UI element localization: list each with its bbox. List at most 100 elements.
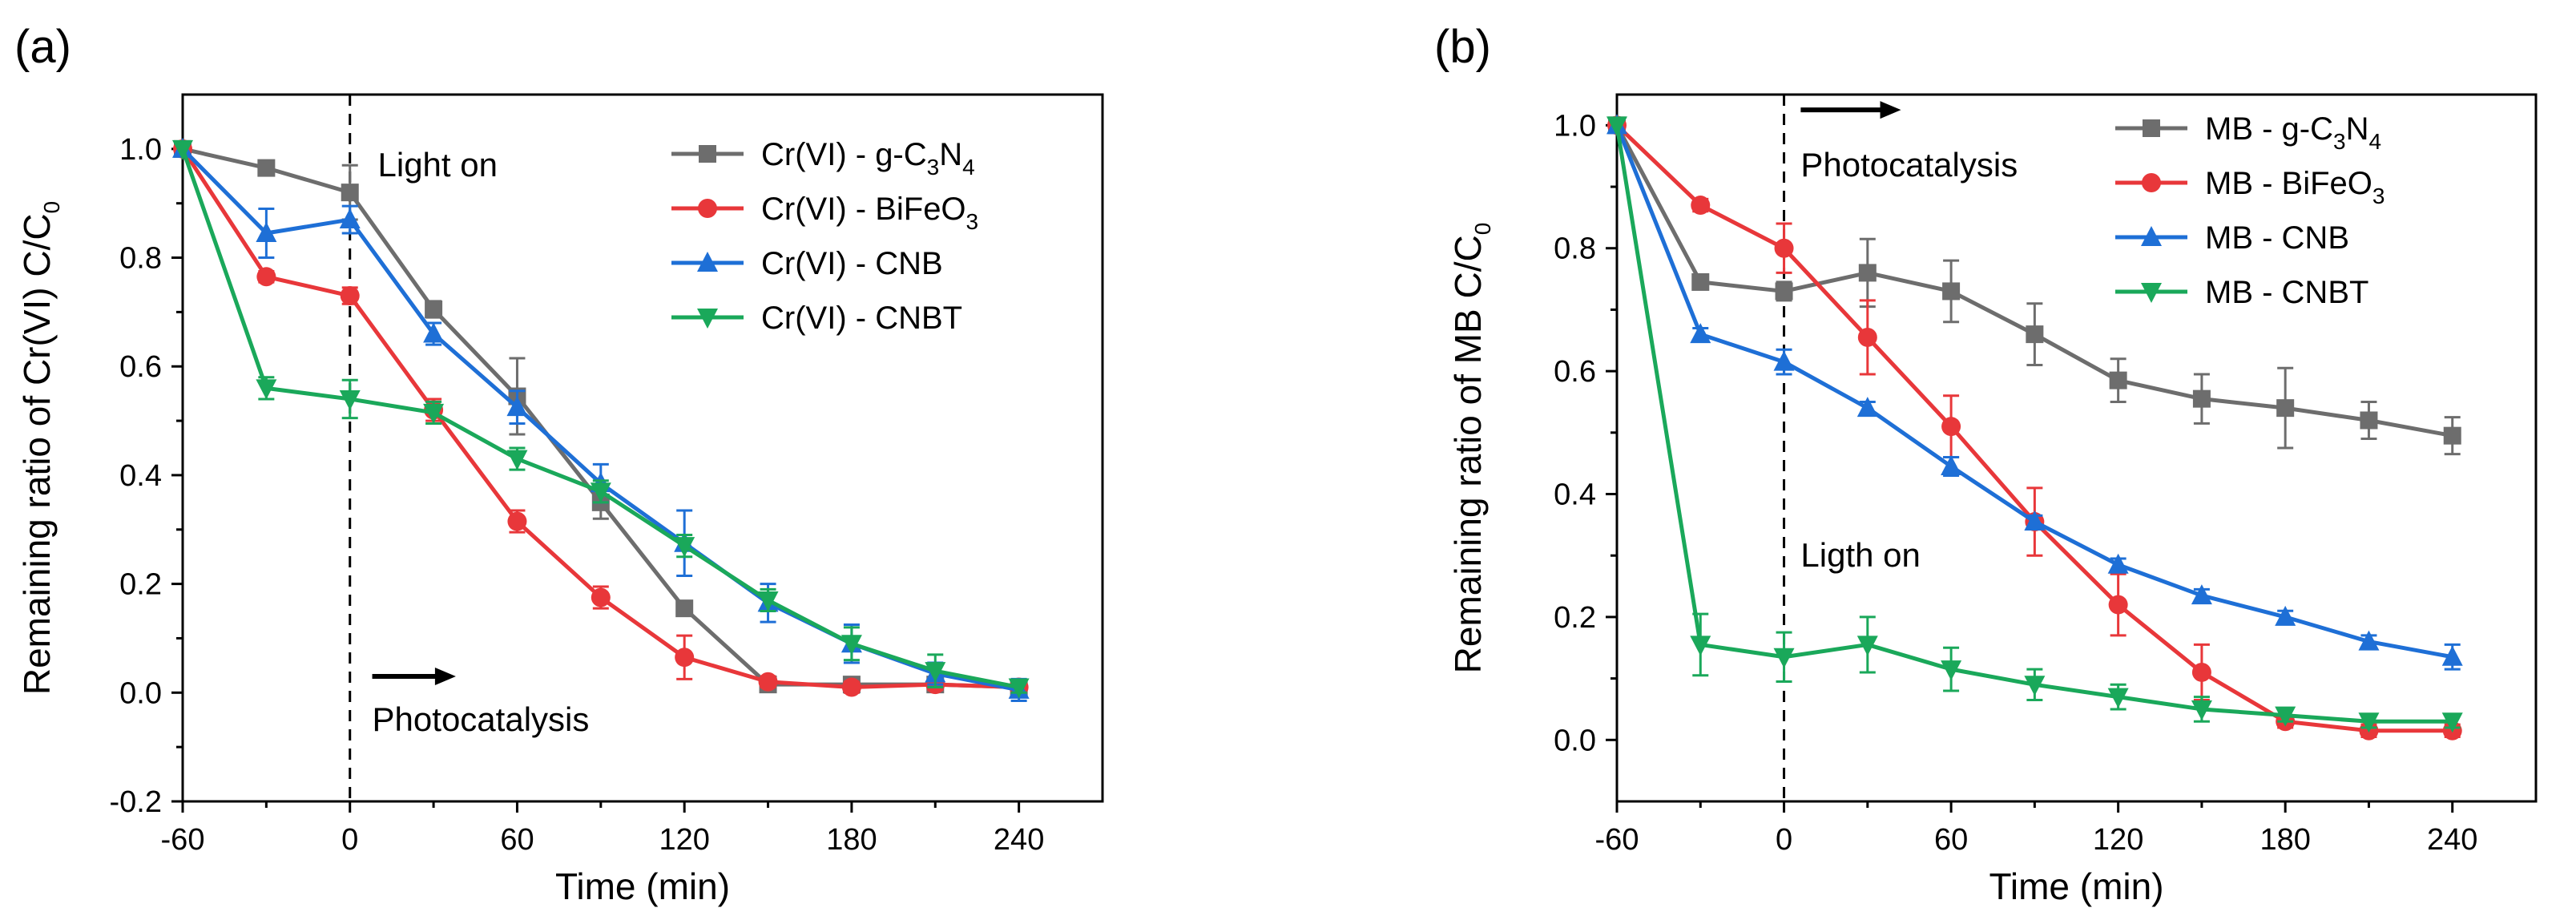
annotation-text: Photocatalysis bbox=[1800, 146, 2018, 184]
data-point bbox=[758, 672, 778, 692]
legend-subscript: 3 bbox=[927, 155, 940, 180]
data-point bbox=[1773, 350, 1795, 371]
data-point bbox=[1606, 116, 1627, 137]
data-point bbox=[2275, 605, 2296, 626]
data-point bbox=[2191, 584, 2212, 605]
plot-frame bbox=[181, 93, 1104, 803]
y-tick-label: 0.6 bbox=[1554, 355, 1596, 389]
data-point bbox=[2358, 630, 2380, 651]
legend-name: MB - CNBT bbox=[2205, 275, 2368, 310]
y-axis-title: Remaining ratio of MB C/C0 bbox=[1447, 223, 1495, 674]
data-point bbox=[2107, 553, 2129, 574]
legend-subscript: 4 bbox=[2368, 129, 2381, 154]
data-point bbox=[1858, 264, 1877, 282]
data-point bbox=[2276, 399, 2295, 418]
series-triangle-down bbox=[1606, 116, 2463, 733]
data-point bbox=[340, 286, 360, 306]
data-point bbox=[2360, 411, 2378, 430]
annotation-arrow-head bbox=[1880, 101, 1901, 119]
x-tick-label: -60 bbox=[161, 823, 205, 857]
annotation-text: Photocatalysis bbox=[373, 700, 590, 738]
y-tick-label: 0.4 bbox=[119, 459, 162, 493]
legend-entry: Cr(VI) - BiFeO3 bbox=[761, 192, 978, 234]
data-point bbox=[841, 635, 862, 656]
data-point bbox=[2191, 662, 2211, 682]
data-point bbox=[2443, 426, 2461, 445]
legend-subscript: 3 bbox=[2333, 129, 2346, 154]
x-tick-label: 240 bbox=[994, 823, 1044, 857]
series-triangle-down bbox=[172, 139, 1030, 699]
y-tick-label: 0.2 bbox=[1554, 601, 1596, 635]
data-point bbox=[256, 222, 277, 243]
series-circle bbox=[1607, 115, 2462, 740]
y-tick-label: 0.0 bbox=[119, 676, 162, 710]
y-axis-title-subscript: 0 bbox=[39, 201, 64, 214]
x-tick-label: 60 bbox=[500, 823, 534, 857]
data-point bbox=[256, 267, 276, 287]
legend-subscript: 3 bbox=[966, 209, 979, 234]
legend-entry: MB - CNB bbox=[2205, 220, 2349, 256]
data-point bbox=[172, 139, 193, 160]
data-point bbox=[841, 677, 861, 697]
data-point bbox=[1856, 636, 1878, 656]
data-point bbox=[2358, 712, 2380, 733]
panel-a: -60 0 60 120 180 240 -0.2 0.0 0.2 0.4 0.6 0.8 1.0 Tim… bbox=[14, 21, 1104, 907]
data-point bbox=[1008, 678, 1030, 699]
x-tick-label: -60 bbox=[1595, 823, 1639, 857]
legend-subscript: 4 bbox=[962, 155, 975, 180]
annotation-text: Light on bbox=[378, 146, 498, 184]
annotation-arrow-head bbox=[434, 667, 456, 685]
legend-name: Cr(VI) - BiFeO bbox=[761, 192, 966, 227]
data-point bbox=[2026, 325, 2044, 344]
data-point bbox=[1773, 648, 1795, 668]
panel-label: (b) bbox=[1434, 21, 1491, 73]
legend-entry: Cr(VI) - CNB bbox=[761, 246, 943, 281]
y-tick-label: 0.0 bbox=[1554, 724, 1596, 757]
y-tick-label: 0.6 bbox=[119, 350, 162, 384]
data-point bbox=[1942, 282, 1961, 301]
data-point bbox=[341, 184, 359, 202]
data-point bbox=[425, 300, 443, 318]
data-point bbox=[1691, 196, 1711, 216]
data-point bbox=[1775, 282, 1793, 301]
legend-marker bbox=[2142, 173, 2161, 192]
x-tick-label: 240 bbox=[2427, 823, 2477, 857]
data-point bbox=[925, 662, 946, 683]
legend-marker bbox=[697, 309, 718, 329]
data-point bbox=[339, 389, 361, 410]
y-tick-label: 0.8 bbox=[1554, 232, 1596, 266]
legend-entry: Cr(VI) - g-C3N4 bbox=[761, 137, 975, 180]
x-axis-title: Time (min) bbox=[1989, 866, 2163, 907]
data-point bbox=[2024, 676, 2046, 696]
x-tick-label: 180 bbox=[826, 823, 877, 857]
annotation-text: Ligth on bbox=[1800, 536, 1920, 574]
data-point bbox=[2108, 595, 2128, 615]
data-point bbox=[590, 482, 611, 503]
data-point bbox=[339, 208, 361, 229]
data-point bbox=[1941, 455, 1962, 476]
y-tick-label: 0.2 bbox=[119, 568, 162, 602]
data-point bbox=[506, 450, 528, 470]
y-axis-title-text: Remaining ratio of MB C/C bbox=[1447, 235, 1489, 673]
x-tick-label: 60 bbox=[1934, 823, 1968, 857]
y-axis-title-subscript: 0 bbox=[1470, 223, 1495, 236]
legend-entry: Cr(VI) - CNBT bbox=[761, 301, 962, 336]
data-point bbox=[423, 403, 445, 424]
legend-marker bbox=[2141, 226, 2162, 246]
y-axis-title: Remaining ratio of Cr(VI) C/C0 bbox=[16, 201, 64, 695]
legend-marker bbox=[2143, 119, 2160, 137]
legend-name: Cr(VI) - CNB bbox=[761, 246, 943, 281]
y-tick-label: 1.0 bbox=[119, 133, 162, 167]
data-point bbox=[423, 322, 445, 343]
legend-name-cont: N bbox=[939, 137, 962, 172]
panel-label: (a) bbox=[14, 21, 71, 73]
data-point bbox=[1857, 327, 1877, 347]
data-point bbox=[506, 396, 528, 417]
x-tick-label: 120 bbox=[659, 823, 709, 857]
legend-marker bbox=[698, 199, 717, 218]
series-square bbox=[1608, 116, 2461, 456]
data-point bbox=[675, 599, 694, 618]
data-point bbox=[1691, 272, 1710, 291]
data-point bbox=[2441, 712, 2463, 733]
x-tick-label: 180 bbox=[2260, 823, 2310, 857]
